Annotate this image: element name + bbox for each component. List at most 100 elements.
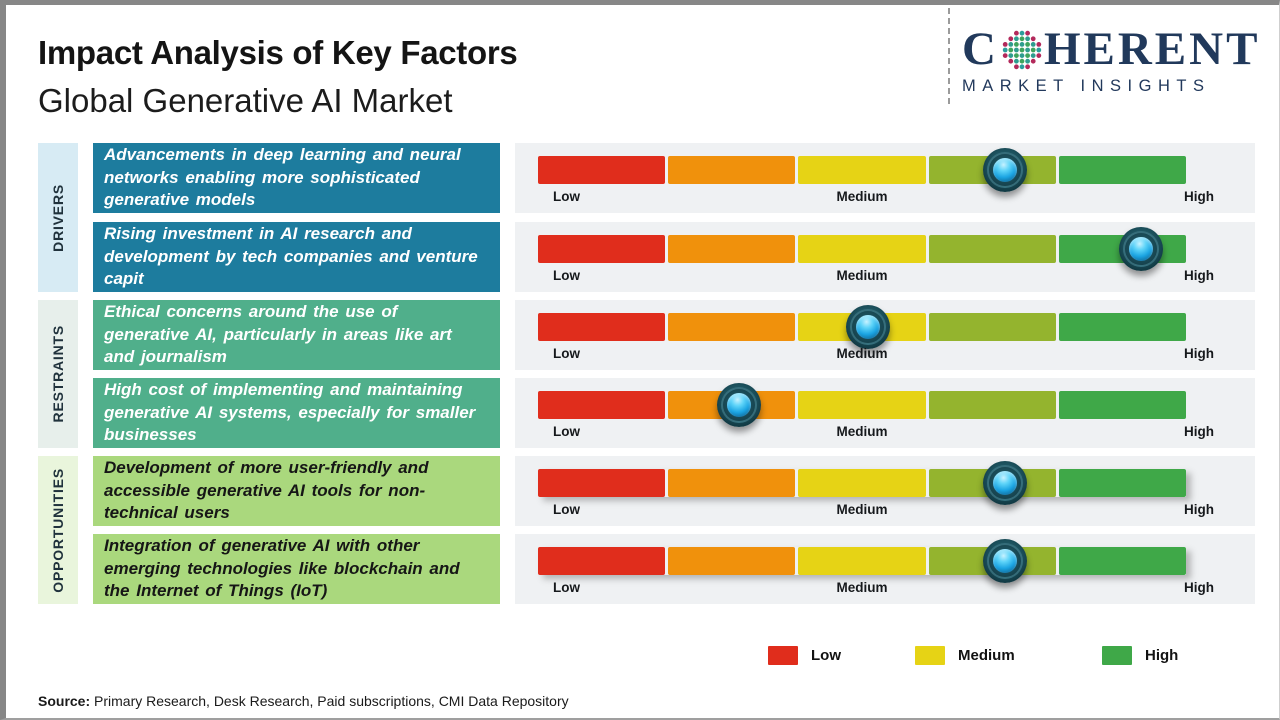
segment-high bbox=[1058, 469, 1187, 497]
impact-scale-panel: Low Medium High bbox=[515, 143, 1255, 213]
factor-text: Integration of generative AI with other … bbox=[104, 536, 460, 601]
factor-row-5: Development of more user-friendly and ac… bbox=[0, 456, 1280, 526]
source-label: Source: bbox=[38, 693, 91, 709]
scale-labels: Low Medium High bbox=[538, 424, 1214, 442]
impact-scale-bar bbox=[538, 539, 1187, 583]
legend-label-low: Low bbox=[811, 647, 841, 664]
legend-item-low: Low bbox=[768, 646, 841, 665]
scale-label-medium: Medium bbox=[836, 424, 888, 439]
factor-row-3: Ethical concerns around the use of gener… bbox=[0, 300, 1280, 370]
scale-label-medium: Medium bbox=[836, 346, 888, 361]
segment-low-medium bbox=[668, 469, 796, 497]
factor-text-box: Integration of generative AI with other … bbox=[93, 534, 500, 604]
segment-low bbox=[538, 547, 666, 575]
segment-high bbox=[1058, 156, 1187, 184]
impact-scale-panel: Low Medium High bbox=[515, 300, 1255, 370]
impact-marker bbox=[982, 461, 1027, 505]
legend-label-high: High bbox=[1145, 647, 1179, 664]
scale-labels: Low Medium High bbox=[538, 268, 1214, 286]
factor-text: Rising investment in AI research and dev… bbox=[104, 224, 478, 289]
factor-row-1: Advancements in deep learning and neural… bbox=[0, 143, 1280, 213]
impact-scale-panel: Low Medium High bbox=[515, 456, 1255, 526]
segment-medium-high bbox=[928, 391, 1056, 419]
legend-item-medium: Medium bbox=[915, 646, 1015, 665]
factor-text: Advancements in deep learning and neural… bbox=[104, 145, 461, 210]
scale-labels: Low Medium High bbox=[538, 502, 1214, 520]
segment-low-medium bbox=[668, 156, 796, 184]
scale-label-medium: Medium bbox=[836, 189, 888, 204]
impact-scale-bar bbox=[538, 148, 1187, 192]
legend-swatch-low bbox=[768, 646, 798, 665]
scale-label-low: Low bbox=[553, 580, 580, 595]
source-text: Primary Research, Desk Research, Paid su… bbox=[90, 693, 569, 709]
segment-medium bbox=[798, 469, 926, 497]
group-strip-opportunities: OPPORTUNITIES bbox=[38, 456, 78, 604]
scale-label-medium: Medium bbox=[836, 502, 888, 517]
factor-row-2: Rising investment in AI research and dev… bbox=[0, 222, 1280, 292]
source-line: Source: Primary Research, Desk Research,… bbox=[38, 693, 569, 709]
logo-brand-prefix: C bbox=[962, 23, 999, 75]
segment-medium bbox=[798, 547, 926, 575]
scale-label-low: Low bbox=[553, 346, 580, 361]
segment-low bbox=[538, 235, 666, 263]
scale-label-medium: Medium bbox=[836, 268, 888, 283]
segment-medium bbox=[798, 235, 926, 263]
scale-label-low: Low bbox=[553, 424, 580, 439]
impact-scale-panel: Low Medium High bbox=[515, 378, 1255, 448]
logo-brand: C HERENT bbox=[962, 26, 1264, 73]
scale-label-medium: Medium bbox=[836, 580, 888, 595]
impact-scale-bar bbox=[538, 383, 1187, 427]
segment-low bbox=[538, 391, 666, 419]
scale-label-high: High bbox=[1184, 189, 1214, 204]
segment-medium-high bbox=[928, 313, 1056, 341]
factor-text: Ethical concerns around the use of gener… bbox=[104, 302, 452, 367]
scale-label-high: High bbox=[1184, 346, 1214, 361]
legend-item-high: High bbox=[1102, 646, 1178, 665]
legend-label-medium: Medium bbox=[958, 647, 1015, 664]
impact-scale-bar bbox=[538, 305, 1187, 349]
impact-scale-bar bbox=[538, 227, 1187, 271]
segment-low bbox=[538, 469, 666, 497]
logo-brand-suffix: HERENT bbox=[1043, 23, 1261, 75]
logo-globe-icon bbox=[1002, 30, 1042, 69]
group-strip-restraints: RESTRAINTS bbox=[38, 300, 78, 448]
segment-medium-high bbox=[928, 235, 1056, 263]
impact-scale-panel: Low Medium High bbox=[515, 534, 1255, 604]
logo-divider bbox=[948, 8, 950, 104]
legend-swatch-medium bbox=[915, 646, 945, 665]
impact-scale-panel: Low Medium High bbox=[515, 222, 1255, 292]
segment-low bbox=[538, 156, 666, 184]
scale-label-high: High bbox=[1184, 502, 1214, 517]
factor-row-4: High cost of implementing and maintainin… bbox=[0, 378, 1280, 448]
segment-high bbox=[1058, 313, 1187, 341]
scale-label-high: High bbox=[1184, 268, 1214, 283]
company-logo: C HERENT MARKET INSIGHTS bbox=[962, 26, 1264, 96]
scale-label-low: Low bbox=[553, 502, 580, 517]
page-subtitle: Global Generative AI Market bbox=[38, 82, 453, 119]
impact-marker bbox=[982, 148, 1027, 192]
logo-tagline: MARKET INSIGHTS bbox=[962, 77, 1211, 95]
factor-text-box: Advancements in deep learning and neural… bbox=[93, 143, 500, 213]
scale-label-high: High bbox=[1184, 580, 1214, 595]
segment-high bbox=[1058, 391, 1187, 419]
legend-swatch-high bbox=[1102, 646, 1132, 665]
impact-scale-bar bbox=[538, 461, 1187, 505]
factor-text: Development of more user-friendly and ac… bbox=[104, 458, 429, 523]
segment-low-medium bbox=[668, 547, 796, 575]
group-strip-drivers: DRIVERS bbox=[38, 143, 78, 292]
scale-label-high: High bbox=[1184, 424, 1214, 439]
factor-text-box: Development of more user-friendly and ac… bbox=[93, 456, 500, 526]
factor-text-box: Ethical concerns around the use of gener… bbox=[93, 300, 500, 370]
scale-labels: Low Medium High bbox=[538, 580, 1214, 598]
segment-low-medium bbox=[668, 313, 796, 341]
impact-marker bbox=[1118, 227, 1163, 271]
factor-row-6: Integration of generative AI with other … bbox=[0, 534, 1280, 604]
page-title: Impact Analysis of Key Factors bbox=[38, 34, 518, 71]
scale-labels: Low Medium High bbox=[538, 189, 1214, 207]
scale-labels: Low Medium High bbox=[538, 346, 1214, 364]
segment-low-medium bbox=[668, 235, 796, 263]
impact-marker bbox=[982, 539, 1027, 583]
impact-marker bbox=[846, 305, 891, 349]
segment-high bbox=[1058, 547, 1187, 575]
segment-medium bbox=[798, 391, 926, 419]
